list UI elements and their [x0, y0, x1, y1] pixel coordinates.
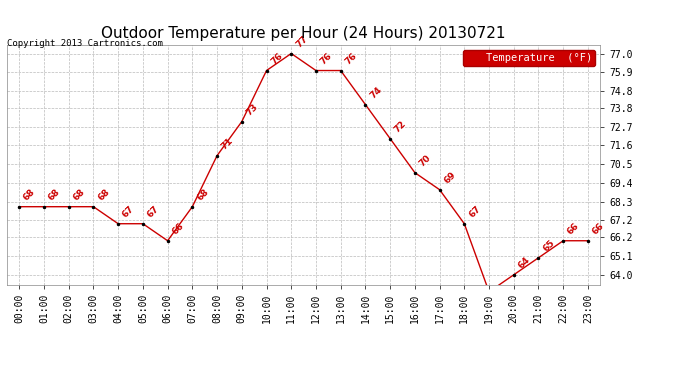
Legend: Temperature  (°F): Temperature (°F)	[463, 50, 595, 66]
Text: 76: 76	[269, 51, 284, 66]
Text: 68: 68	[72, 188, 87, 202]
Text: 64: 64	[517, 255, 532, 271]
Text: 63: 63	[0, 374, 1, 375]
Text: 68: 68	[22, 188, 37, 202]
Text: 67: 67	[146, 204, 161, 219]
Text: 68: 68	[96, 188, 111, 202]
Text: 68: 68	[195, 188, 210, 202]
Text: Copyright 2013 Cartronics.com: Copyright 2013 Cartronics.com	[7, 39, 163, 48]
Text: 66: 66	[591, 221, 606, 237]
Text: 68: 68	[47, 188, 62, 202]
Text: 66: 66	[566, 221, 581, 237]
Text: 67: 67	[121, 204, 136, 219]
Text: 70: 70	[417, 153, 433, 168]
Text: 66: 66	[170, 221, 186, 237]
Text: 76: 76	[344, 51, 359, 66]
Text: 72: 72	[393, 119, 408, 135]
Title: Outdoor Temperature per Hour (24 Hours) 20130721: Outdoor Temperature per Hour (24 Hours) …	[101, 26, 506, 41]
Text: 69: 69	[442, 170, 457, 186]
Text: 67: 67	[467, 204, 482, 219]
Text: 71: 71	[220, 136, 235, 152]
Text: 74: 74	[368, 85, 384, 100]
Text: 77: 77	[294, 34, 309, 50]
Text: 65: 65	[541, 238, 556, 254]
Text: 73: 73	[244, 102, 260, 117]
Text: 76: 76	[319, 51, 334, 66]
